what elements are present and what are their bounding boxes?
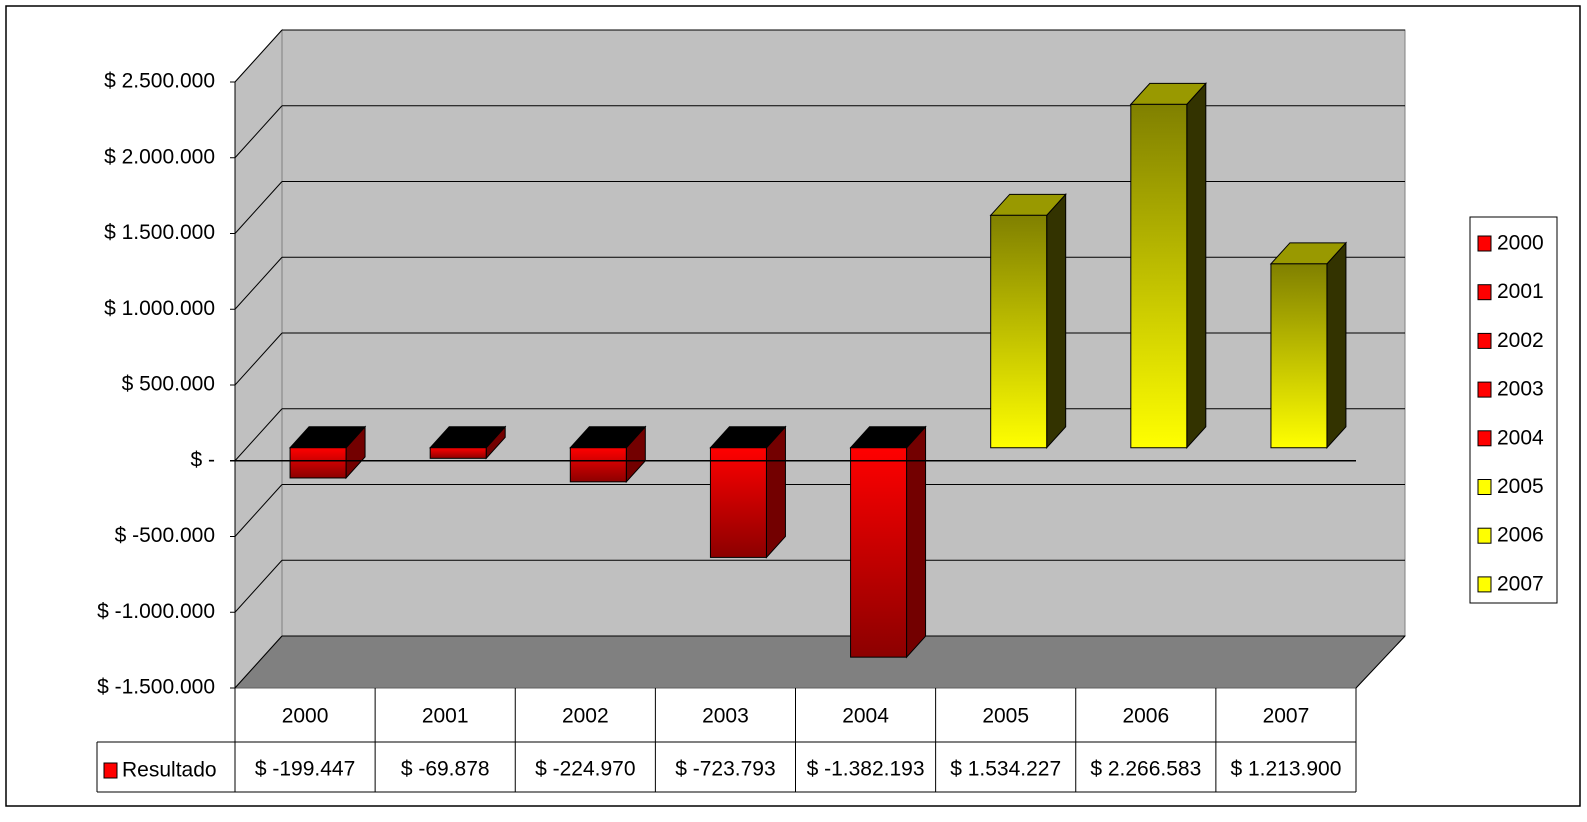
grid-line	[234, 29, 283, 83]
x-tick-label: 2003	[702, 705, 749, 728]
bar	[709, 447, 767, 558]
x-tick-label: 2004	[842, 705, 889, 728]
grid-line	[234, 484, 283, 537]
y-tick-label: $ 1.000.000	[104, 297, 215, 320]
bar-side	[1326, 241, 1347, 450]
legend-marker	[1477, 381, 1492, 398]
y-tick-label: $ -	[190, 448, 215, 471]
y-tick-label: $ -1.500.000	[97, 676, 215, 699]
bar	[990, 214, 1048, 449]
legend-box	[1469, 216, 1558, 604]
grid-line	[234, 105, 283, 159]
legend-label: 2002	[1497, 329, 1544, 352]
legend-label: 2003	[1497, 378, 1544, 401]
data-label: $ 2.266.583	[1090, 758, 1201, 781]
legend-label: 2006	[1497, 524, 1544, 547]
data-label: $ -199.447	[255, 758, 355, 781]
y-tick-label: $ 500.000	[122, 373, 215, 396]
x-tick-label: 2002	[562, 705, 609, 728]
table-line	[1355, 635, 1406, 689]
legend-marker	[1477, 576, 1492, 593]
y-tick-label: $ 2.500.000	[104, 70, 215, 93]
x-tick-label: 2007	[1263, 705, 1310, 728]
y-tick-label: $ 2.000.000	[104, 145, 215, 168]
bar	[569, 447, 627, 483]
grid-line	[234, 408, 283, 462]
data-label: $ -1.382.193	[807, 758, 925, 781]
legend-marker	[1477, 430, 1492, 447]
data-label: $ -723.793	[675, 758, 775, 781]
y-tick-label: $ 1.500.000	[104, 221, 215, 244]
legend-label: 2000	[1497, 232, 1544, 255]
bar	[1270, 263, 1328, 449]
grid-line	[234, 635, 283, 689]
x-tick-label: 2005	[982, 705, 1029, 728]
y-tick-label: $ -500.000	[115, 524, 215, 547]
legend-marker	[1477, 479, 1492, 495]
series-name: Resultado	[122, 759, 217, 782]
legend-marker	[1477, 332, 1492, 349]
x-tick-label: 2006	[1122, 705, 1169, 728]
bar-side	[1186, 82, 1207, 450]
data-label: $ 1.213.900	[1230, 758, 1341, 781]
legend-marker	[1477, 527, 1492, 544]
bar	[289, 447, 347, 479]
legend-label: 2004	[1497, 426, 1544, 449]
data-label: $ 1.534.227	[950, 758, 1061, 781]
legend-label: 2001	[1497, 280, 1544, 303]
bar-side	[1046, 193, 1067, 450]
grid-line	[234, 181, 283, 234]
legend-marker	[1477, 235, 1492, 252]
legend-marker	[1477, 284, 1492, 301]
legend-label: 2005	[1497, 475, 1544, 498]
data-label: $ -224.970	[535, 758, 635, 781]
legend-label: 2007	[1497, 572, 1544, 595]
data-label: $ -69.878	[401, 758, 490, 781]
bar-side	[765, 425, 786, 559]
y-tick-label: $ -1.000.000	[97, 600, 215, 623]
bar	[850, 447, 908, 658]
grid-line	[234, 332, 283, 386]
legend-key	[103, 762, 118, 779]
x-tick-label: 2000	[282, 705, 329, 728]
bar	[429, 447, 487, 459]
grid-line	[234, 256, 283, 310]
floor	[233, 635, 1407, 689]
bar	[1130, 103, 1188, 449]
x-tick-label: 2001	[422, 705, 469, 728]
grid-line	[234, 559, 283, 613]
